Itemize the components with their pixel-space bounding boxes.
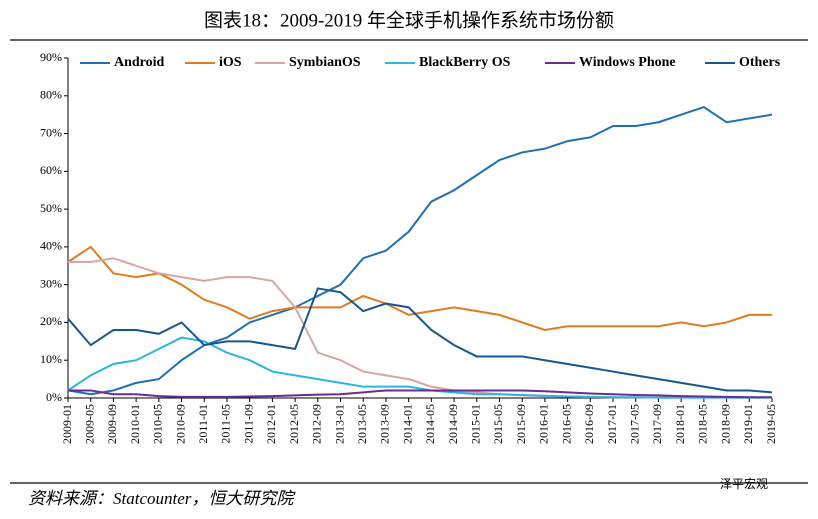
x-tick-label: 2016-01	[537, 404, 551, 444]
legend-label: Windows Phone	[579, 55, 676, 70]
watermark: 泽平宏观	[720, 476, 768, 491]
x-tick-label: 2018-09	[718, 404, 732, 444]
x-tick-label: 2013-05	[355, 404, 369, 444]
legend-label: Android	[114, 55, 165, 70]
y-tick-label: 60%	[40, 163, 62, 177]
x-tick-label: 2019-01	[741, 404, 755, 444]
series-line	[67, 287, 773, 394]
x-tick-label: 2011-01	[196, 404, 210, 444]
x-tick-label: 2015-09	[514, 404, 528, 444]
legend-label: iOS	[219, 55, 242, 70]
x-tick-label: 2014-05	[423, 404, 437, 444]
x-tick-label: 2010-05	[151, 404, 165, 444]
x-tick-label: 2011-05	[219, 404, 233, 444]
x-tick-label: 2012-05	[287, 404, 301, 444]
source: 资料来源：Statcounter，恒大研究院	[28, 489, 296, 508]
y-tick-label: 50%	[40, 201, 62, 215]
series-line	[67, 245, 772, 332]
x-tick-label: 2009-09	[105, 404, 119, 444]
x-tick-label: 2013-09	[378, 404, 392, 444]
x-tick-label: 2018-05	[696, 404, 710, 444]
x-tick-label: 2011-09	[241, 404, 255, 444]
x-tick-label: 2013-01	[332, 404, 346, 444]
x-tick-label: 2019-05	[764, 404, 778, 444]
legend-label: BlackBerry OS	[419, 55, 511, 70]
series-line	[67, 336, 772, 399]
x-tick-label: 2012-01	[264, 404, 278, 444]
x-tick-label: 2016-05	[559, 404, 573, 444]
x-tick-label: 2016-09	[582, 404, 596, 444]
y-tick-label: 0%	[46, 390, 62, 404]
x-tick-label: 2017-01	[605, 404, 619, 444]
chart-title: 图表18：2009-2019 年全球手机操作系统市场份额	[204, 9, 614, 31]
x-tick-label: 2015-01	[469, 404, 483, 444]
x-tick-label: 2010-09	[173, 404, 187, 444]
x-tick-label: 2014-09	[446, 404, 460, 444]
x-tick-label: 2017-09	[650, 404, 664, 444]
y-tick-label: 70%	[40, 125, 62, 139]
x-tick-label: 2009-05	[82, 404, 96, 444]
x-tick-label: 2017-05	[627, 404, 641, 444]
y-tick-label: 20%	[40, 314, 62, 328]
x-tick-label: 2014-01	[400, 404, 414, 444]
x-tick-label: 2009-01	[60, 404, 74, 444]
y-tick-label: 90%	[40, 50, 62, 64]
y-tick-label: 10%	[40, 352, 62, 366]
legend-label: SymbianOS	[289, 55, 361, 70]
y-tick-label: 80%	[40, 88, 62, 102]
x-tick-label: 2012-09	[310, 404, 324, 444]
series-line	[67, 106, 773, 396]
y-tick-label: 40%	[40, 239, 62, 253]
x-tick-label: 2015-05	[491, 404, 505, 444]
x-tick-label: 2010-01	[128, 404, 142, 444]
legend-label: Others	[739, 55, 781, 70]
y-tick-label: 30%	[40, 276, 62, 290]
series-line	[68, 389, 772, 399]
series-line	[68, 257, 772, 399]
x-tick-label: 2018-01	[673, 404, 687, 444]
